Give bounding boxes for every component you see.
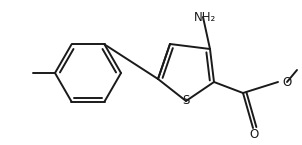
Text: O: O [249, 127, 259, 141]
Text: O: O [282, 76, 291, 88]
Text: S: S [182, 94, 190, 106]
Text: NH₂: NH₂ [194, 11, 216, 24]
